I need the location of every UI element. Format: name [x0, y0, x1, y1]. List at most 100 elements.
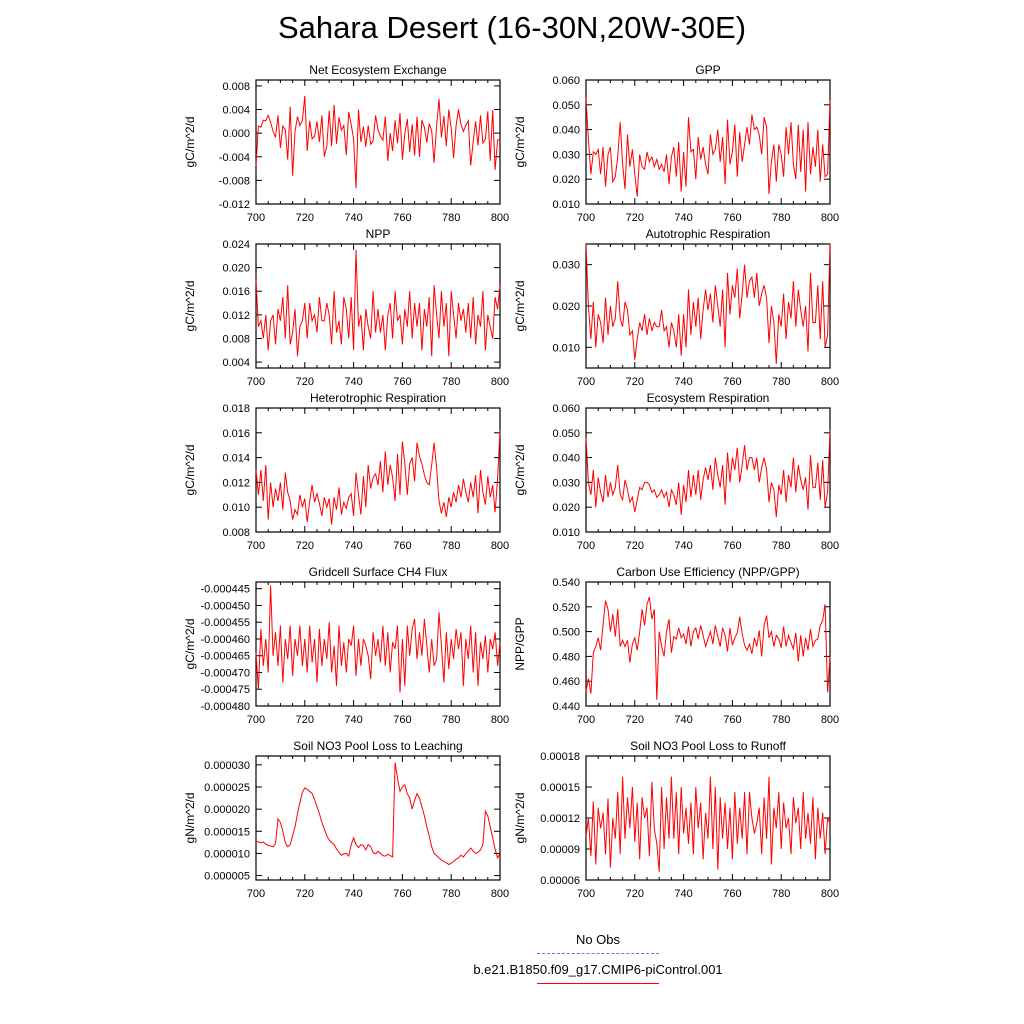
x-tick-label: 740: [344, 212, 362, 224]
y-tick-label: 0.000030: [204, 760, 250, 772]
y-tick-label: 0.018: [222, 403, 250, 415]
y-tick-label: 0.004: [222, 105, 250, 117]
x-tick-label: 720: [626, 714, 644, 726]
panel-title: Gridcell Surface CH4 Flux: [309, 565, 448, 579]
y-tick-label: 0.060: [552, 403, 580, 415]
plot-frame: [585, 79, 831, 205]
legend-run-line: [537, 983, 659, 984]
series-line: [585, 243, 831, 364]
y-tick-label: -0.000460: [200, 634, 250, 646]
y-tick-label: -0.012: [219, 199, 250, 211]
y-tick-label: 0.016: [222, 428, 250, 440]
chart-panel: Gridcell Surface CH4 Flux gC/m^2/d 700 720 7…: [183, 565, 509, 726]
y-tick-label: 0.520: [552, 602, 580, 614]
y-tick-label: 0.00009: [540, 844, 580, 856]
x-tick-label: 800: [821, 714, 839, 726]
series-line: [255, 95, 501, 189]
y-axis-label: gC/m^2/d: [183, 281, 197, 332]
y-tick-label: 0.460: [552, 676, 580, 688]
x-tick-label: 760: [723, 540, 741, 552]
x-tick-label: 760: [393, 714, 411, 726]
series-line: [255, 762, 501, 866]
y-tick-label: 0.020: [552, 301, 580, 313]
plot-frame: [255, 581, 501, 707]
legend-obs-label: No Obs: [575, 932, 621, 947]
chart-panel: Carbon Use Efficiency (NPP/GPP) NPP/GPP 70…: [513, 565, 839, 726]
y-tick-label: 0.00012: [540, 813, 580, 825]
x-tick-label: 700: [577, 212, 595, 224]
y-tick-label: 0.020: [552, 502, 580, 514]
x-tick-label: 700: [247, 212, 265, 224]
x-tick-label: 780: [442, 376, 460, 388]
panel-title: Soil NO3 Pool Loss to Leaching: [293, 739, 462, 753]
panel-title: Heterotrophic Respiration: [310, 391, 446, 405]
series-line: [255, 430, 501, 525]
y-tick-label: 0.030: [552, 149, 580, 161]
panel-title: NPP: [366, 227, 391, 241]
x-tick-label: 800: [821, 212, 839, 224]
y-tick-label: 0.004: [222, 357, 250, 369]
x-tick-label: 760: [723, 714, 741, 726]
panel-title: Ecosystem Respiration: [647, 391, 770, 405]
y-axis-label: gC/m^2/d: [183, 445, 197, 496]
y-axis-label: gC/m^2/d: [513, 117, 527, 168]
x-tick-label: 800: [491, 540, 509, 552]
x-tick-label: 720: [626, 212, 644, 224]
x-tick-label: 700: [247, 714, 265, 726]
x-tick-label: 700: [577, 714, 595, 726]
series-line: [585, 596, 831, 700]
y-tick-label: 0.000010: [204, 848, 250, 860]
y-axis-label: NPP/GPP: [513, 617, 527, 670]
x-tick-label: 780: [772, 888, 790, 900]
legend-obs-line: [537, 953, 659, 954]
y-tick-label: 0.040: [552, 125, 580, 137]
x-tick-label: 760: [393, 888, 411, 900]
y-tick-label: 0.012: [222, 310, 250, 322]
x-tick-label: 760: [723, 376, 741, 388]
y-axis-label: gC/m^2/d: [513, 281, 527, 332]
panel-title: Soil NO3 Pool Loss to Runoff: [630, 739, 787, 753]
series-line: [255, 249, 501, 357]
x-tick-label: 760: [393, 540, 411, 552]
chart-panel: Soil NO3 Pool Loss to Leaching gN/m^2/d 70…: [183, 739, 509, 900]
y-tick-label: 0.030: [552, 477, 580, 489]
plot-frame: [255, 407, 501, 533]
y-tick-label: 0.00015: [540, 782, 580, 794]
plot-frame: [255, 243, 501, 369]
series-line: [585, 430, 831, 518]
x-tick-label: 740: [674, 714, 692, 726]
y-tick-label: 0.014: [222, 453, 250, 465]
y-tick-label: 0.010: [222, 502, 250, 514]
y-tick-label: 0.000015: [204, 826, 250, 838]
y-tick-label: 0.060: [552, 75, 580, 87]
y-tick-label: 0.500: [552, 627, 580, 639]
y-tick-label: -0.004: [219, 152, 250, 164]
y-tick-label: 0.024: [222, 239, 250, 251]
y-tick-label: 0.020: [552, 174, 580, 186]
y-tick-label: 0.010: [552, 342, 580, 354]
x-tick-label: 700: [247, 376, 265, 388]
x-tick-label: 700: [247, 888, 265, 900]
y-tick-label: 0.050: [552, 428, 580, 440]
x-tick-label: 800: [491, 212, 509, 224]
plot-frame: [255, 79, 501, 205]
y-tick-label: 0.440: [552, 701, 580, 713]
chart-panel: Soil NO3 Pool Loss to Runoff gN/m^2/d 700 7…: [513, 739, 839, 900]
y-axis-label: gC/m^2/d: [513, 445, 527, 496]
y-axis-label: gC/m^2/d: [183, 117, 197, 168]
x-tick-label: 720: [296, 376, 314, 388]
y-tick-label: 0.000: [222, 128, 250, 140]
x-tick-label: 760: [723, 888, 741, 900]
y-tick-label: 0.000005: [204, 871, 250, 883]
y-axis-label: gC/m^2/d: [183, 619, 197, 670]
y-tick-label: 0.008: [222, 81, 250, 93]
x-tick-label: 740: [674, 888, 692, 900]
y-tick-label: 0.00018: [540, 751, 580, 763]
y-tick-label: 0.030: [552, 260, 580, 272]
x-tick-label: 720: [626, 888, 644, 900]
y-tick-label: 0.000025: [204, 782, 250, 794]
figure-title: Sahara Desert (16-30N,20W-30E): [277, 10, 747, 45]
y-tick-label: -0.008: [219, 175, 250, 187]
x-tick-label: 760: [393, 212, 411, 224]
y-tick-label: 0.016: [222, 286, 250, 298]
